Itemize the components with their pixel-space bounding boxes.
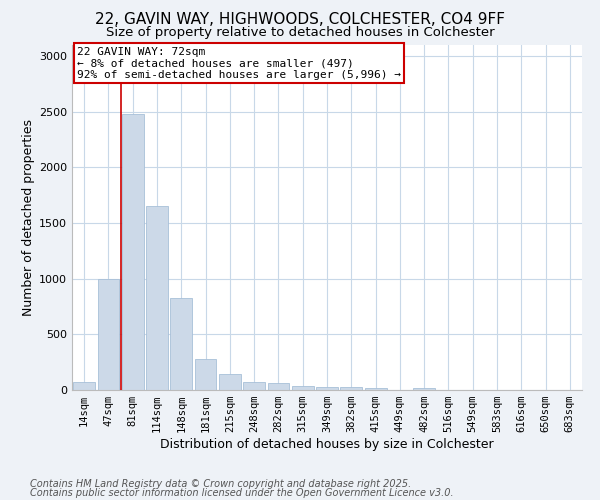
Bar	[340, 387, 362, 390]
Bar	[146, 206, 168, 390]
Text: 22 GAVIN WAY: 72sqm
← 8% of detached houses are smaller (497)
92% of semi-detach: 22 GAVIN WAY: 72sqm ← 8% of detached hou…	[77, 46, 401, 80]
Bar	[316, 386, 338, 390]
X-axis label: Distribution of detached houses by size in Colchester: Distribution of detached houses by size …	[160, 438, 494, 451]
Bar	[219, 374, 241, 390]
Bar	[122, 114, 143, 390]
Bar	[194, 359, 217, 390]
Text: 22, GAVIN WAY, HIGHWOODS, COLCHESTER, CO4 9FF: 22, GAVIN WAY, HIGHWOODS, COLCHESTER, CO…	[95, 12, 505, 28]
Bar	[73, 382, 95, 390]
Bar	[292, 386, 314, 390]
Bar	[365, 388, 386, 390]
Y-axis label: Number of detached properties: Number of detached properties	[22, 119, 35, 316]
Text: Contains public sector information licensed under the Open Government Licence v3: Contains public sector information licen…	[30, 488, 454, 498]
Bar	[97, 278, 119, 390]
Bar	[170, 298, 192, 390]
Bar	[268, 384, 289, 390]
Bar	[413, 388, 435, 390]
Bar	[243, 382, 265, 390]
Text: Size of property relative to detached houses in Colchester: Size of property relative to detached ho…	[106, 26, 494, 39]
Text: Contains HM Land Registry data © Crown copyright and database right 2025.: Contains HM Land Registry data © Crown c…	[30, 479, 411, 489]
